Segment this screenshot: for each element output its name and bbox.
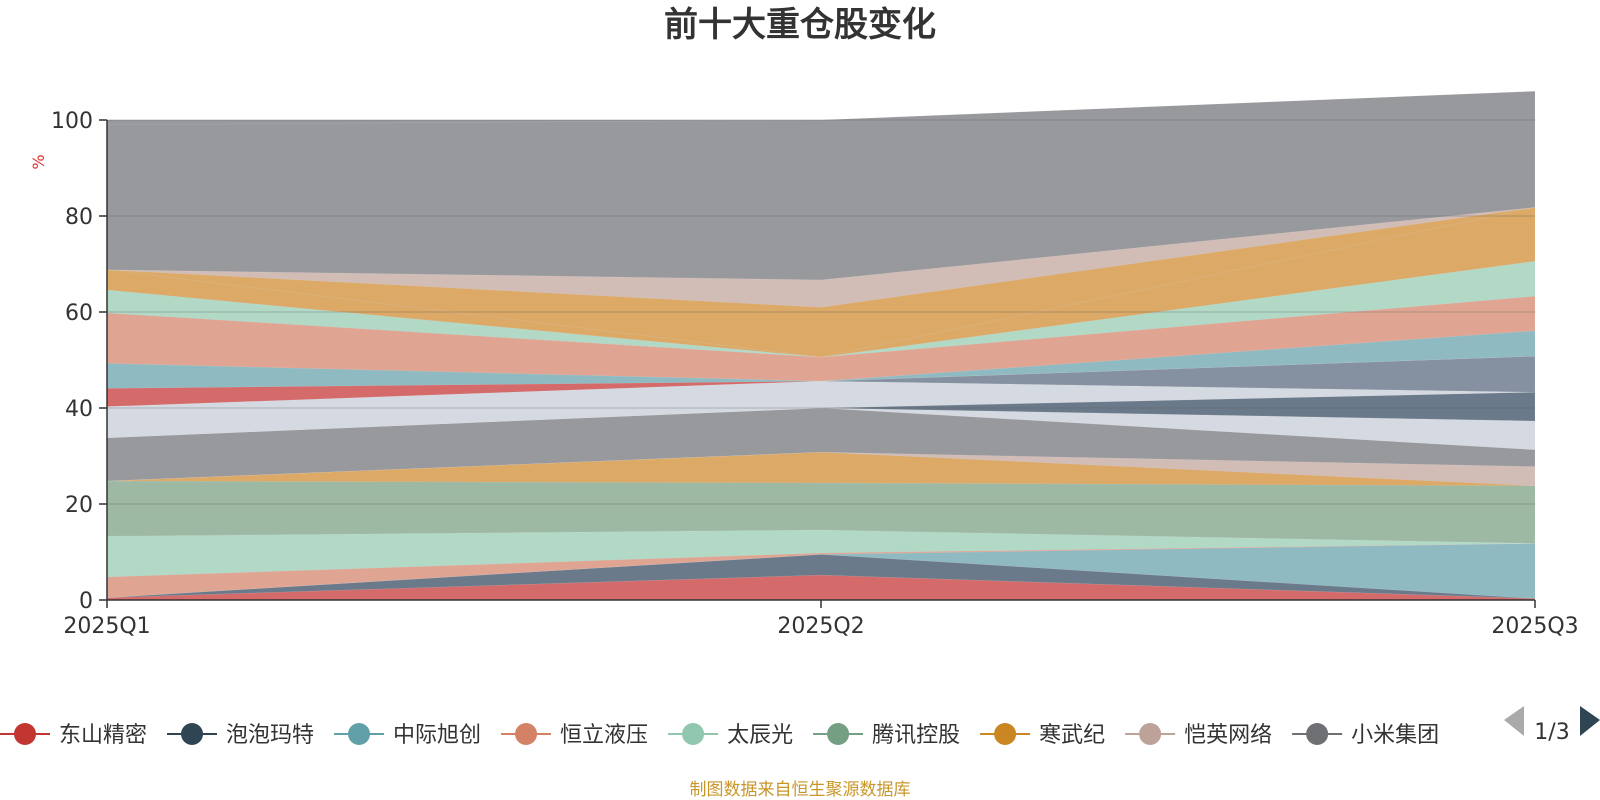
y-tick-label: 60	[65, 301, 93, 326]
legend-label: 腾讯控股	[872, 723, 960, 748]
legend-item[interactable]: 泡泡玛特	[167, 723, 314, 748]
legend-label: 恒立液压	[560, 723, 648, 748]
legend-dot-icon	[682, 723, 705, 745]
legend-label: 小米集团	[1351, 723, 1439, 748]
legend-label: 寒武纪	[1039, 723, 1105, 748]
legend-prev-icon[interactable]	[1504, 706, 1524, 736]
legend-label: 中际旭创	[393, 723, 481, 748]
chart-title: 前十大重仓股变化	[664, 5, 936, 45]
legend-item[interactable]: 太辰光	[668, 723, 793, 748]
legend-dot-icon	[1139, 723, 1162, 745]
legend-item[interactable]: 腾讯控股	[813, 723, 960, 748]
legend-label: 东山精密	[59, 723, 147, 748]
legend-item[interactable]: 恺英网络	[1125, 723, 1272, 748]
legend-dot-icon	[181, 723, 204, 745]
legend-item[interactable]: 寒武纪	[980, 723, 1105, 748]
legend-items: 东山精密 泡泡玛特 中际旭创 恒立液压 太辰光 腾讯控股 寒武纪 恺英网络 小米集团	[0, 723, 1439, 748]
legend-dot-icon	[994, 723, 1017, 745]
legend-page-indicator: 1/3	[1534, 720, 1569, 745]
x-tick-label: 2025Q2	[777, 614, 864, 639]
y-tick-label: 20	[65, 493, 93, 518]
y-tick-label: 80	[65, 205, 93, 230]
area-series-group	[106, 90, 1536, 601]
legend-label: 泡泡玛特	[226, 723, 314, 748]
legend-item[interactable]: 东山精密	[0, 723, 147, 748]
legend-dot-icon	[1306, 723, 1329, 745]
y-tick-label: 0	[79, 589, 93, 614]
legend-dot-icon	[14, 723, 36, 745]
legend-dot-icon	[348, 723, 371, 745]
data-source-note: 制图数据来自恒生聚源数据库	[690, 780, 911, 800]
legend-item[interactable]: 恒立液压	[501, 723, 648, 748]
legend-next-icon[interactable]	[1580, 706, 1600, 736]
legend-item[interactable]: 小米集团	[1292, 723, 1439, 748]
legend[interactable]: 东山精密 泡泡玛特 中际旭创 恒立液压 太辰光 腾讯控股 寒武纪 恺英网络 小米集团	[0, 723, 1439, 748]
x-tick-label: 2025Q1	[63, 614, 150, 639]
legend-label: 恺英网络	[1184, 723, 1272, 748]
legend-pager: 1/3	[1504, 706, 1600, 745]
axes: 0 20 40 60 80 100 2025Q1 2025Q2 2025Q3	[51, 109, 1579, 639]
legend-dot-icon	[827, 723, 850, 745]
x-tick-label: 2025Q3	[1491, 614, 1578, 639]
y-tick-label: 40	[65, 397, 93, 422]
y-tick-label: 100	[51, 109, 93, 134]
y-axis-unit: %	[29, 154, 48, 169]
legend-label: 太辰光	[727, 723, 793, 748]
legend-item[interactable]: 中际旭创	[334, 723, 481, 748]
grid-lines	[107, 119, 1535, 505]
legend-dot-icon	[515, 723, 538, 745]
